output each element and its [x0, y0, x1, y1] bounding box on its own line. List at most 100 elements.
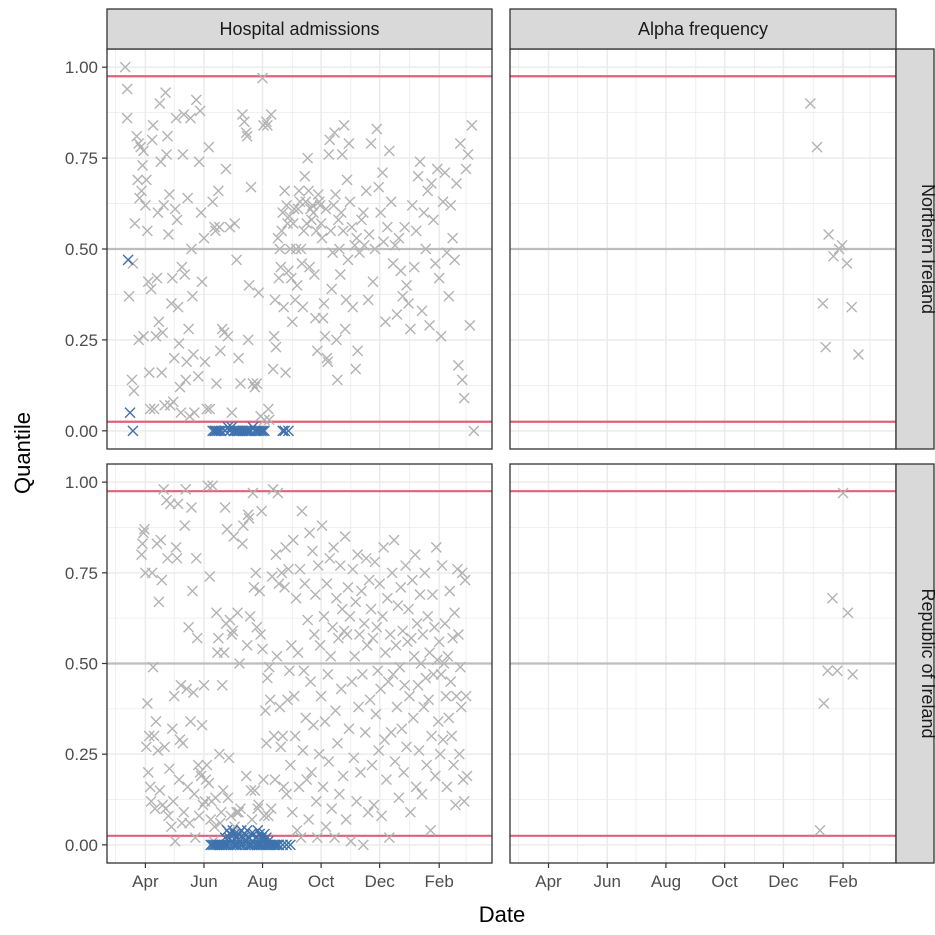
data-point [364, 694, 376, 706]
data-point [174, 381, 186, 393]
data-point [341, 174, 353, 186]
data-point [314, 639, 326, 651]
data-point [354, 247, 366, 259]
data-point [154, 98, 166, 110]
data-point [123, 290, 135, 302]
data-point [244, 610, 256, 622]
data-point [172, 301, 184, 313]
flagged-data-point [284, 839, 296, 851]
data-point [219, 502, 231, 514]
data-point [459, 574, 471, 586]
data-point [366, 759, 378, 771]
data-point [290, 592, 302, 604]
data-point [228, 531, 240, 543]
x-tick-label: Aug [247, 872, 277, 891]
data-point [155, 156, 167, 168]
data-point [212, 185, 224, 197]
data-point [420, 672, 432, 684]
data-point [207, 196, 219, 208]
data-point [168, 690, 180, 702]
flagged-data-point [277, 839, 289, 851]
data-point [360, 552, 372, 564]
data-point [301, 774, 313, 786]
facet-strip-right [895, 463, 935, 864]
data-point [276, 567, 288, 579]
data-point [430, 541, 442, 553]
data-point [385, 196, 397, 208]
data-point [439, 167, 451, 179]
data-point [804, 98, 816, 110]
data-point [245, 784, 257, 796]
data-point [311, 345, 323, 357]
data-point [458, 795, 470, 807]
data-point [253, 287, 265, 299]
data-point [213, 748, 225, 760]
data-point [846, 301, 858, 313]
data-point [445, 199, 457, 211]
facet-strip-label: Northern Ireland [918, 184, 935, 314]
data-point [455, 701, 467, 713]
x-tick-label: Apr [132, 872, 159, 891]
flagged-data-point [282, 425, 294, 437]
y-tick-label: 0.50 [65, 655, 98, 674]
data-point [171, 552, 183, 564]
data-point [307, 719, 319, 731]
data-point [144, 781, 156, 793]
data-point [139, 199, 151, 211]
data-point [278, 781, 290, 793]
data-point [127, 258, 139, 270]
data-point [240, 127, 252, 139]
data-point [282, 694, 293, 706]
data-point [150, 330, 162, 342]
data-point [358, 239, 370, 251]
data-point [360, 185, 372, 197]
data-point [150, 716, 162, 728]
data-point [205, 813, 217, 825]
x-tick-label: Apr [535, 872, 562, 891]
data-point [422, 610, 434, 622]
data-point [296, 258, 308, 270]
data-point [187, 687, 199, 699]
data-point [261, 672, 273, 684]
data-point [311, 832, 323, 844]
data-point [233, 352, 245, 364]
data-point [152, 207, 164, 219]
data-point [321, 352, 333, 364]
data-point [399, 679, 411, 691]
data-point [334, 268, 346, 280]
data-point [823, 228, 835, 240]
data-point [368, 799, 380, 811]
x-tick-label: Jun [190, 872, 217, 891]
data-point [400, 560, 412, 572]
data-point [395, 581, 407, 593]
data-point [329, 127, 341, 139]
data-point [305, 676, 317, 688]
data-point [249, 381, 261, 393]
data-point [192, 759, 204, 771]
data-point [242, 334, 254, 346]
data-point [438, 658, 450, 669]
data-point [195, 207, 207, 219]
data-point [223, 752, 235, 764]
data-point [393, 232, 405, 244]
data-point [133, 138, 145, 150]
data-point [315, 690, 327, 702]
data-point [157, 327, 169, 339]
data-point [204, 570, 216, 582]
data-point [141, 697, 153, 709]
data-point [428, 621, 440, 633]
data-point [299, 578, 311, 590]
data-point [243, 512, 255, 524]
data-point [204, 403, 216, 415]
data-point [133, 334, 145, 346]
data-point [458, 392, 470, 404]
data-point [180, 483, 192, 495]
data-point [385, 726, 397, 738]
data-point [462, 148, 474, 160]
data-point [442, 650, 454, 662]
data-point [183, 323, 195, 335]
data-point [352, 345, 364, 357]
data-point [399, 221, 411, 233]
x-tick-label: Jun [594, 872, 621, 891]
data-point [319, 330, 331, 342]
